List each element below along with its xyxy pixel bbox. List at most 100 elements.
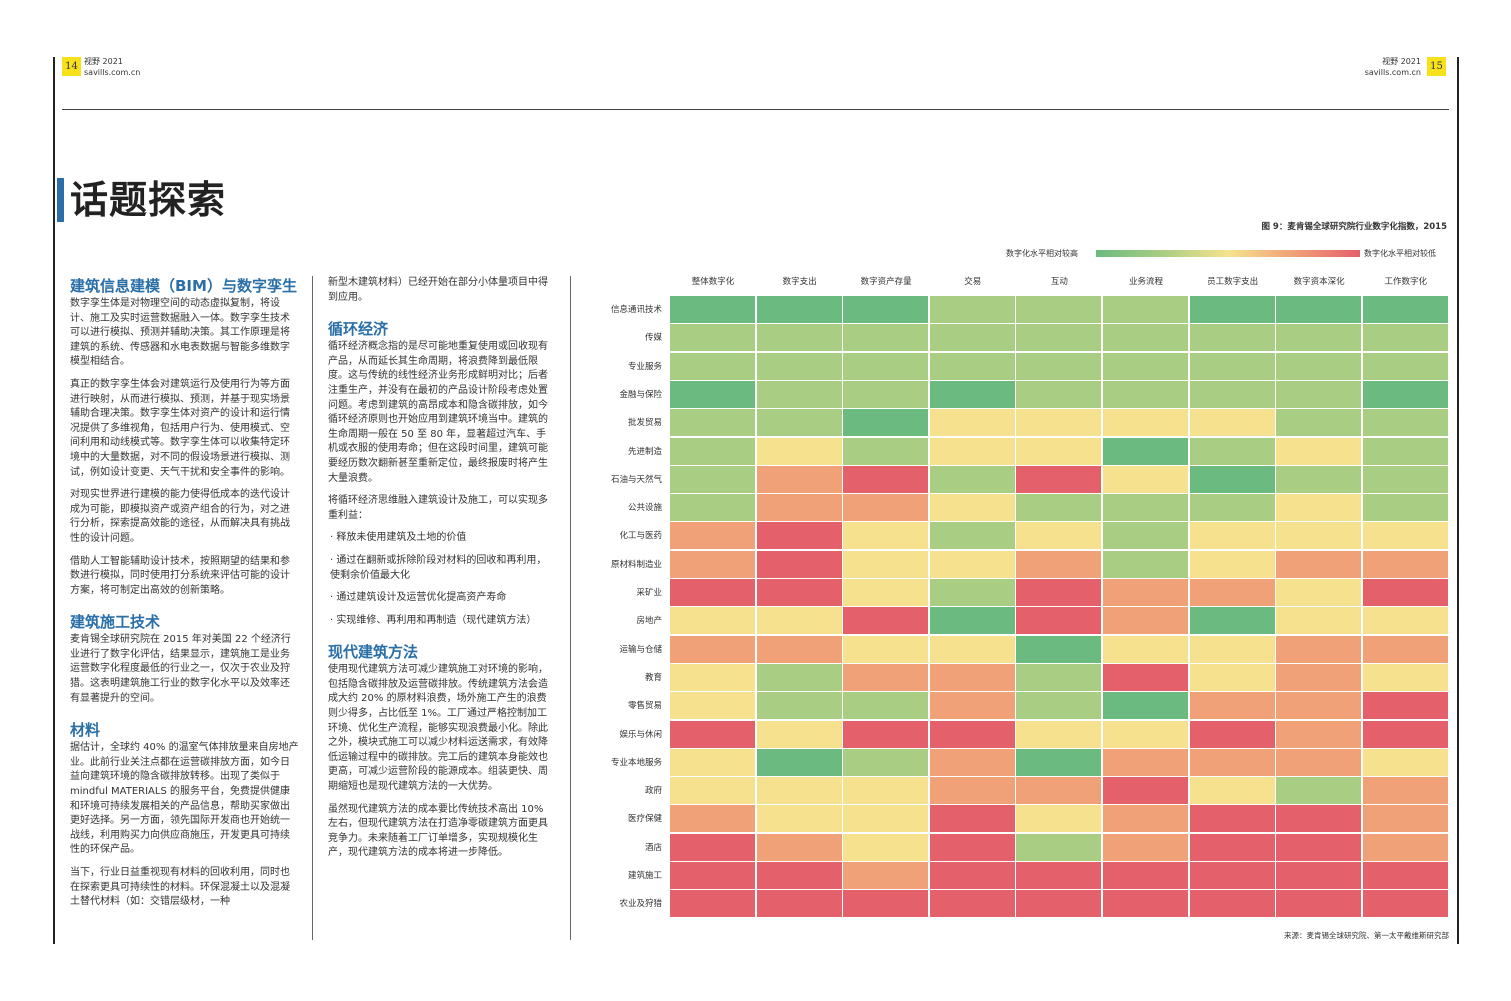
heatmap-cell <box>1189 324 1275 352</box>
heatmap-cell <box>670 663 755 691</box>
heatmap-cell <box>1016 833 1102 861</box>
paragraph: 循环经济概念指的是尽可能地重复使用或回收现有产品，从而延长其生命周期，将浪费降到… <box>328 341 548 484</box>
heatmap-cell <box>1103 748 1188 776</box>
heading-modern-methods: 现代建筑方法 <box>328 643 419 662</box>
heatmap-cell <box>1189 465 1275 493</box>
heatmap-cell <box>756 352 842 380</box>
heatmap-cell <box>1103 720 1188 748</box>
heatmap-cell <box>929 805 1015 833</box>
row-label: 建筑施工 <box>627 871 662 881</box>
heatmap-cell <box>1103 550 1188 578</box>
left-page-edge <box>53 57 55 944</box>
heatmap-cell <box>1103 833 1188 861</box>
heatmap-cell <box>1362 862 1448 889</box>
row-label: 先进制造 <box>627 446 662 457</box>
legend-low-label: 数字化水平相对较低 <box>1364 249 1436 258</box>
heatmap-cell <box>1362 833 1448 861</box>
heatmap-cell <box>1016 465 1102 493</box>
heatmap-cell <box>670 692 755 720</box>
heatmap-cell <box>670 550 755 578</box>
heatmap-cell <box>1362 550 1448 578</box>
paragraph: 虽然现代建筑方法的成本要比传统技术高出 10% 左右，但现代建筑方法在打造净零碳… <box>328 803 548 859</box>
heatmap-cell <box>1362 522 1448 550</box>
heatmap-cell <box>1362 805 1448 833</box>
heatmap-cell <box>1016 720 1102 748</box>
heatmap-cell <box>1362 607 1448 635</box>
heatmap-cell <box>1276 862 1362 889</box>
heatmap-cell <box>843 607 929 635</box>
heatmap-cell <box>1276 833 1362 861</box>
row-label: 零售贸易 <box>627 701 662 712</box>
heatmap-cell <box>1103 579 1188 606</box>
heatmap-cell <box>1016 635 1102 663</box>
heatmap-cell <box>929 409 1015 437</box>
heatmap-cell <box>929 833 1015 861</box>
heatmap-cell <box>670 777 755 805</box>
row-label: 化工与医药 <box>619 531 662 542</box>
row-label: 教育 <box>644 672 662 683</box>
text-column-1: 建筑信息建模（BIM）与数字孪生 数字孪生体是对物理空间的动态虚拟复制，将设计、… <box>70 276 299 918</box>
heatmap-cell <box>1189 579 1275 606</box>
heatmap-cell <box>843 380 929 408</box>
bullet-item: · 释放未使用建筑及土地的价值 <box>330 532 467 544</box>
heatmap-cell <box>756 663 842 691</box>
heatmap-cell <box>1189 607 1275 635</box>
heatmap-cell <box>756 465 842 493</box>
heatmap-cell <box>1189 380 1275 408</box>
heatmap-cell <box>929 579 1015 606</box>
heatmap-cell <box>756 748 842 776</box>
heatmap-cell <box>929 692 1015 720</box>
heatmap-cell <box>756 777 842 805</box>
heatmap-cell <box>1016 692 1102 720</box>
heatmap-cell <box>1362 663 1448 691</box>
column-label: 工作数字化 <box>1384 277 1428 287</box>
heading-circular-economy: 循环经济 <box>328 320 389 339</box>
heatmap-cell <box>1103 437 1188 465</box>
page-title: 话题探索 <box>70 178 227 222</box>
row-label: 信息通讯技术 <box>610 305 662 315</box>
left-page-number: 14 <box>62 57 81 76</box>
heatmap-cell <box>1189 494 1275 522</box>
heatmap-cell <box>843 579 929 606</box>
heatmap-cell <box>1362 494 1448 522</box>
header-rule <box>62 109 1449 110</box>
heatmap-cell <box>1276 635 1362 663</box>
heatmap-cell <box>1189 833 1275 861</box>
heatmap-cell <box>1103 663 1188 691</box>
heatmap-cell <box>1276 805 1362 833</box>
heatmap-cell <box>929 437 1015 465</box>
row-label: 采矿业 <box>636 588 662 598</box>
heatmap-cell <box>929 635 1015 663</box>
left-site: savills.com.cn <box>84 68 141 77</box>
heatmap-cell <box>929 720 1015 748</box>
heatmap-cell <box>1103 409 1188 437</box>
heatmap-cell <box>1276 607 1362 635</box>
heatmap-cell <box>756 720 842 748</box>
heatmap-cell <box>1016 663 1102 691</box>
column-label: 互动 <box>1050 277 1068 287</box>
heatmap-cell <box>843 437 929 465</box>
column-label: 数字资产存量 <box>860 277 912 287</box>
heatmap-cell <box>1276 777 1362 805</box>
heatmap-cell <box>843 720 929 748</box>
heatmap-cell <box>843 777 929 805</box>
right-page-number: 15 <box>1427 57 1446 76</box>
column-label: 交易 <box>964 277 982 287</box>
heatmap-cell <box>1016 437 1102 465</box>
heatmap-cell <box>1276 550 1362 578</box>
heatmap-cell <box>929 748 1015 776</box>
heatmap-cell <box>670 324 755 352</box>
heatmap-cell <box>1016 550 1102 578</box>
heatmap-cell <box>1362 409 1448 437</box>
heatmap-cell <box>843 465 929 493</box>
column-label: 数字支出 <box>782 277 817 287</box>
heatmap-cell <box>1016 748 1102 776</box>
heatmap-cell <box>1103 494 1188 522</box>
heatmap-cell <box>756 635 842 663</box>
column-divider <box>570 276 571 940</box>
heatmap-cell <box>1276 296 1362 323</box>
heatmap-cell <box>1016 409 1102 437</box>
heatmap-cell <box>670 607 755 635</box>
heatmap-cell <box>670 296 755 323</box>
heatmap-cell <box>1103 862 1188 889</box>
